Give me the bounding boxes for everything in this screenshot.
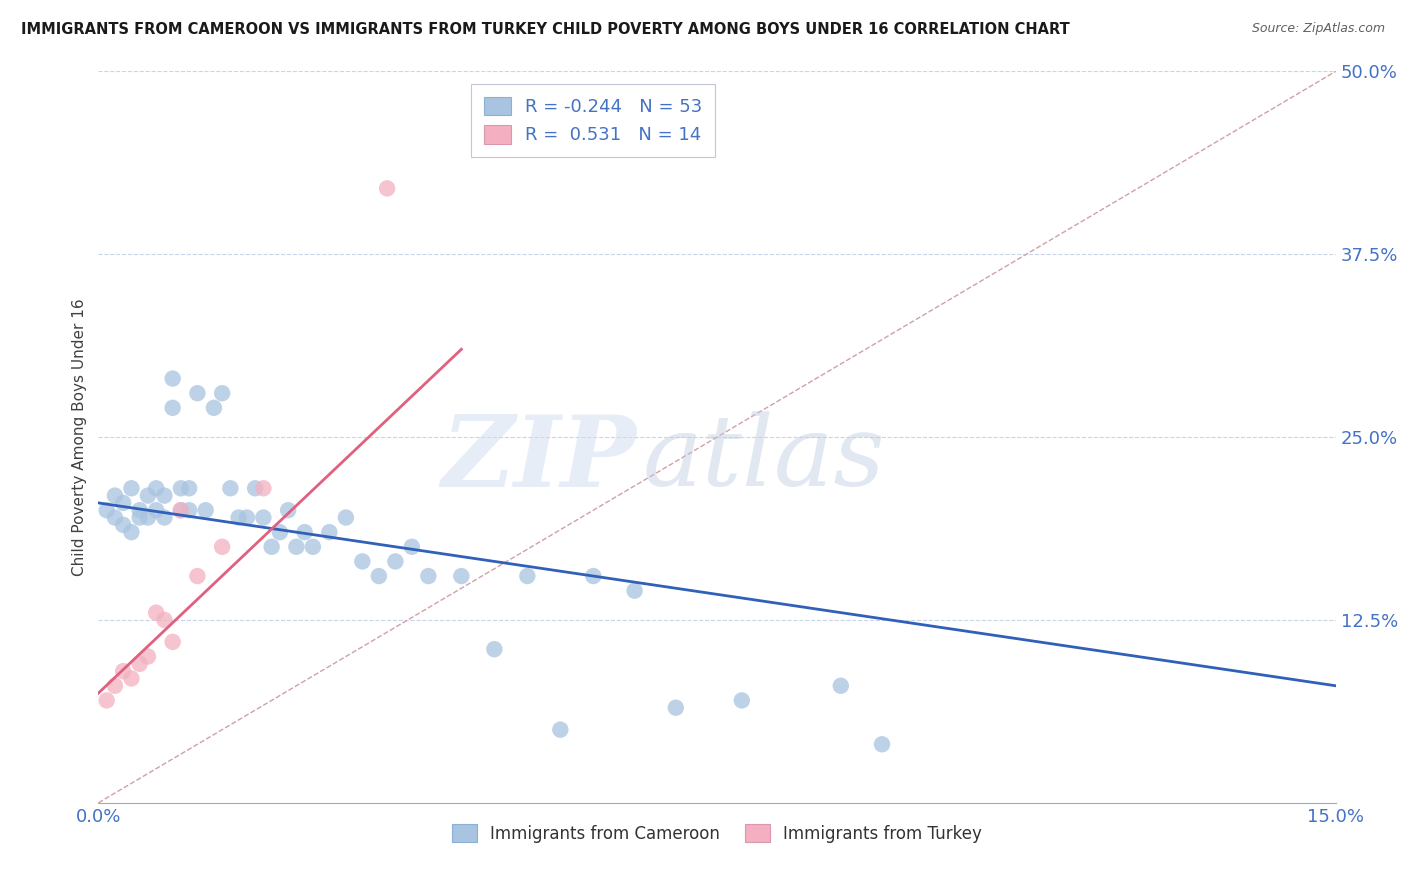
Point	[112, 517, 135, 532]
Point	[450, 569, 472, 583]
Point	[145, 481, 167, 495]
Point	[120, 525, 142, 540]
Point	[665, 700, 688, 714]
Point	[120, 481, 142, 495]
Point	[236, 510, 259, 524]
Point	[179, 503, 201, 517]
Point	[352, 554, 374, 568]
Point	[153, 510, 176, 524]
Point	[128, 657, 150, 671]
Point	[294, 525, 316, 540]
Point	[145, 503, 167, 517]
Point	[162, 371, 184, 385]
Text: ZIP: ZIP	[441, 411, 637, 508]
Point	[401, 540, 423, 554]
Point	[104, 489, 127, 503]
Point	[516, 569, 538, 583]
Point	[285, 540, 308, 554]
Point	[96, 503, 118, 517]
Point	[302, 540, 325, 554]
Point	[194, 503, 217, 517]
Point	[162, 401, 184, 415]
Point	[318, 525, 340, 540]
Text: atlas: atlas	[643, 411, 886, 507]
Point	[830, 679, 852, 693]
Point	[170, 503, 193, 517]
Point	[128, 503, 150, 517]
Point	[335, 510, 357, 524]
Point	[128, 510, 150, 524]
Point	[219, 481, 242, 495]
Point	[211, 540, 233, 554]
Point	[260, 540, 283, 554]
Point	[418, 569, 440, 583]
Point	[112, 496, 135, 510]
Point	[623, 583, 645, 598]
Point	[550, 723, 572, 737]
Point	[186, 386, 208, 401]
Point	[179, 481, 201, 495]
Point	[153, 613, 176, 627]
Point	[243, 481, 266, 495]
Point	[277, 503, 299, 517]
Point	[104, 510, 127, 524]
Point	[375, 181, 398, 195]
Point	[367, 569, 389, 583]
Point	[252, 510, 274, 524]
Point	[96, 693, 118, 707]
Point	[162, 635, 184, 649]
Point	[484, 642, 506, 657]
Point	[731, 693, 754, 707]
Y-axis label: Child Poverty Among Boys Under 16: Child Poverty Among Boys Under 16	[72, 298, 87, 576]
Point	[153, 489, 176, 503]
Text: IMMIGRANTS FROM CAMEROON VS IMMIGRANTS FROM TURKEY CHILD POVERTY AMONG BOYS UNDE: IMMIGRANTS FROM CAMEROON VS IMMIGRANTS F…	[21, 22, 1070, 37]
Point	[170, 481, 193, 495]
Point	[582, 569, 605, 583]
Point	[120, 672, 142, 686]
Point	[228, 510, 250, 524]
Point	[104, 679, 127, 693]
Point	[170, 503, 193, 517]
Point	[202, 401, 225, 415]
Point	[136, 649, 159, 664]
Point	[186, 569, 208, 583]
Point	[136, 510, 159, 524]
Point	[211, 386, 233, 401]
Point	[252, 481, 274, 495]
Point	[136, 489, 159, 503]
Point	[269, 525, 291, 540]
Point	[112, 664, 135, 678]
Point	[870, 737, 893, 751]
Legend: Immigrants from Cameroon, Immigrants from Turkey: Immigrants from Cameroon, Immigrants fro…	[446, 818, 988, 849]
Text: Source: ZipAtlas.com: Source: ZipAtlas.com	[1251, 22, 1385, 36]
Point	[384, 554, 406, 568]
Point	[145, 606, 167, 620]
